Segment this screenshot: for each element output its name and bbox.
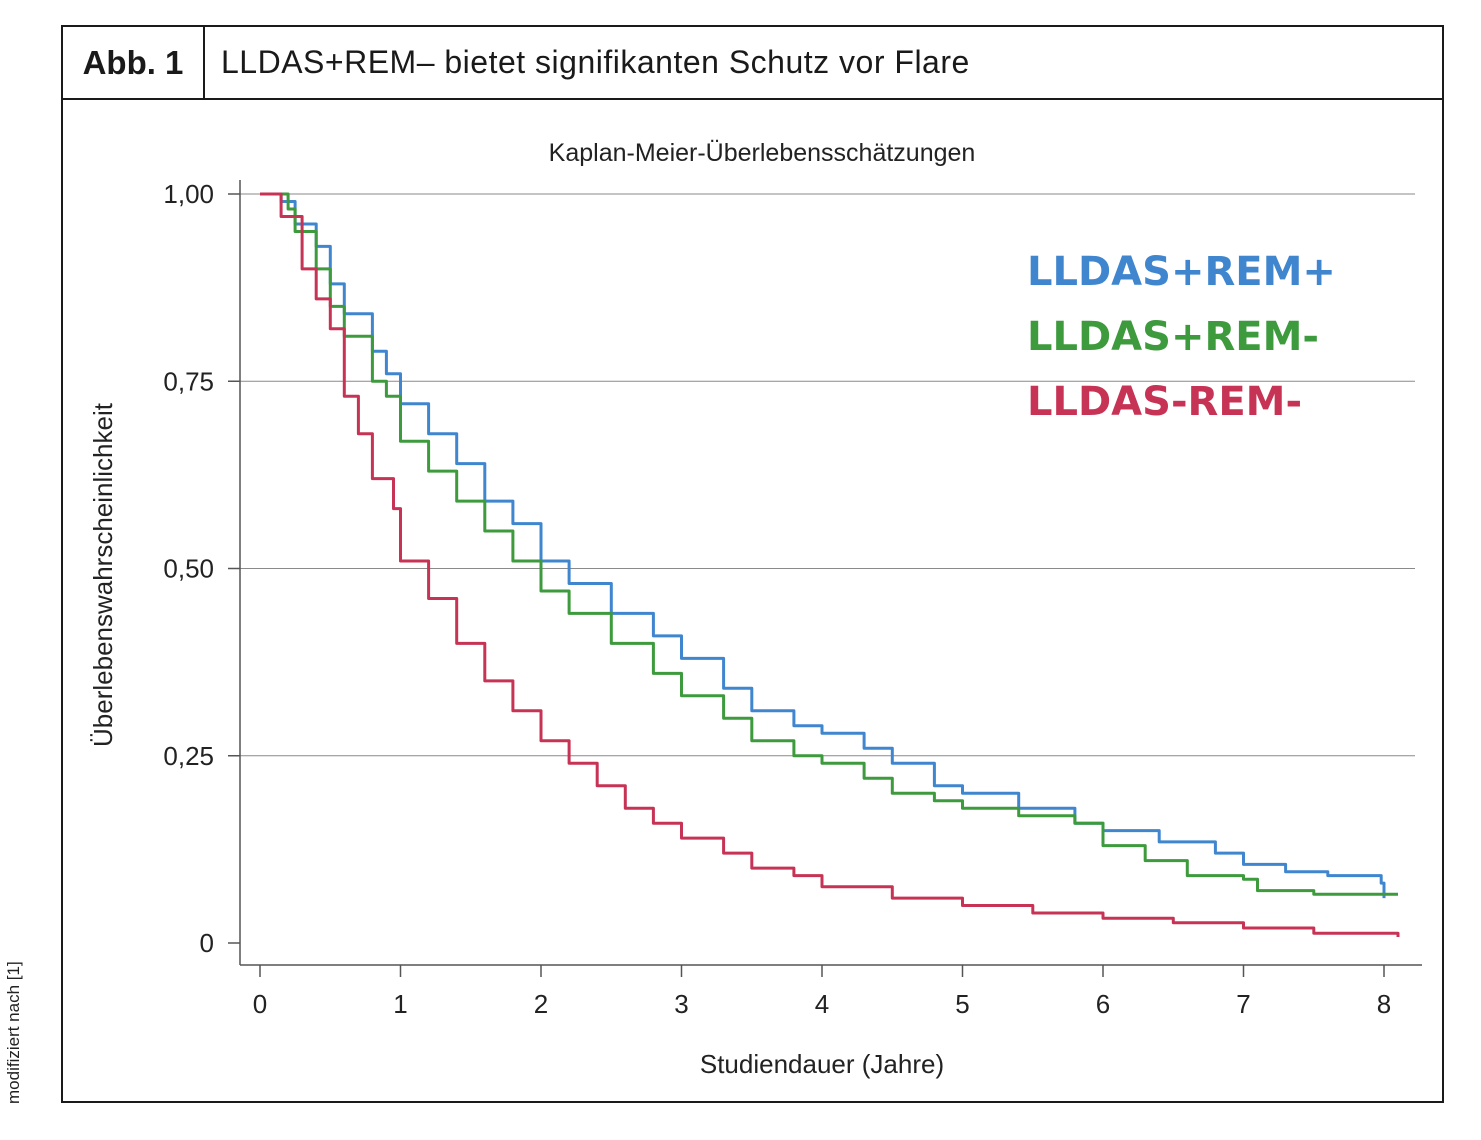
axis-layer	[228, 180, 1422, 977]
y-tick-label: 0	[200, 928, 214, 958]
y-tick-label: 0,75	[163, 366, 214, 396]
figure-header: Abb. 1 LLDAS+REM– bietet signifikanten S…	[63, 27, 1442, 100]
grid-layer	[240, 193, 1415, 757]
legend-entry: LLDAS-REM-	[1027, 379, 1302, 425]
x-tick-label: 0	[253, 989, 267, 1019]
legend-entry: LLDAS+REM-	[1027, 314, 1319, 360]
legend-entry: LLDAS+REM+	[1027, 249, 1336, 295]
series-line-lldas-rem-	[260, 192, 1400, 937]
x-tick-label: 3	[674, 989, 688, 1019]
y-axis-title: Überlebenswahrscheinlichkeit	[88, 402, 118, 747]
figure-frame: Abb. 1 LLDAS+REM– bietet signifikanten S…	[61, 25, 1444, 1103]
y-tick-label: 0,25	[163, 741, 214, 771]
chart-title: Kaplan-Meier-Überlebensschätzungen	[549, 139, 976, 167]
x-tick-label: 4	[815, 989, 829, 1019]
y-tick-label: 0,50	[163, 554, 214, 584]
series-line-lldas-rem-	[260, 192, 1398, 896]
legend: LLDAS+REM+ LLDAS+REM- LLDAS-REM-	[1027, 249, 1336, 425]
x-tick-label: 7	[1236, 989, 1250, 1019]
x-tick-label: 1	[393, 989, 407, 1019]
figure-title: LLDAS+REM– bietet signifikanten Schutz v…	[221, 44, 970, 80]
figure-label: Abb. 1	[63, 27, 205, 98]
x-tick-label: 8	[1377, 989, 1391, 1019]
label-layer: 0 0,25 0,50 0,75 1,00 0 1 2 3 4 5 6 7 8	[163, 179, 1391, 1019]
y-tick-label: 1,00	[163, 179, 214, 209]
x-tick-label: 2	[534, 989, 548, 1019]
x-axis-title: Studiendauer (Jahre)	[700, 1049, 944, 1079]
x-tick-label: 6	[1096, 989, 1110, 1019]
series-line-lldas-rem-	[260, 192, 1386, 899]
series-layer	[260, 192, 1400, 937]
x-tick-label: 5	[955, 989, 969, 1019]
